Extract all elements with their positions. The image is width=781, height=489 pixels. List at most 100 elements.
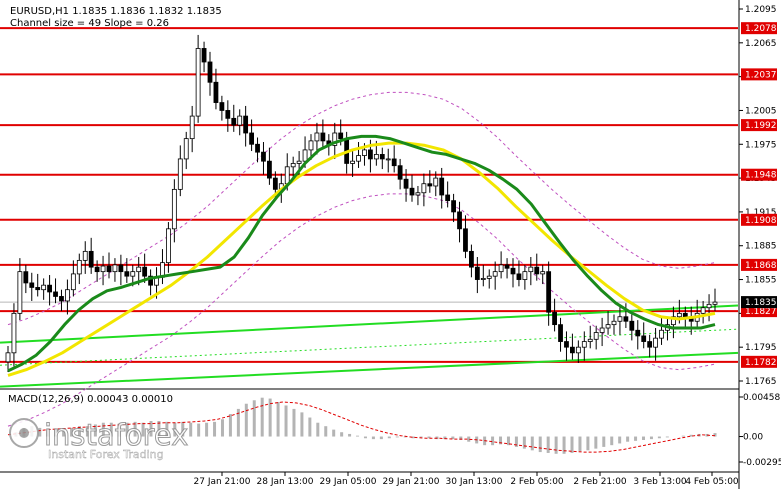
time-tick-label: 29 Jan 21:00 — [383, 477, 440, 487]
candle-body — [700, 307, 706, 314]
price-tick-label: 1.1765 — [745, 377, 777, 387]
candle-body — [118, 264, 124, 273]
candle-body — [498, 264, 504, 273]
candle-body — [671, 316, 676, 326]
candle-body — [427, 183, 433, 187]
candle-body — [201, 48, 207, 63]
candle-body — [712, 301, 718, 305]
level-label-bg — [741, 305, 777, 318]
price-tick-label: 1.1915 — [745, 208, 777, 218]
candle-body — [124, 271, 130, 277]
channel-line: Channel size = 49 Slope = 0.26 — [10, 18, 169, 29]
candle-body — [23, 271, 29, 284]
time-tick-label: 27 Jan 21:00 — [194, 477, 251, 487]
candle-body — [29, 282, 35, 288]
candle-body — [338, 132, 344, 140]
macd-label: MACD(12,26,9) 0.00043 0.00010 — [8, 394, 173, 405]
watermark: instaforex Instant Forex Trading — [9, 418, 189, 461]
candle-body — [88, 250, 94, 268]
candle-body — [581, 341, 587, 348]
candle-body — [213, 81, 219, 103]
candle-body — [65, 289, 70, 302]
candlesticks — [5, 34, 718, 372]
level-label-bg — [741, 355, 777, 368]
candle-body — [552, 311, 557, 326]
candle-body — [308, 140, 314, 151]
candle-body — [510, 267, 516, 275]
candle-body — [249, 132, 254, 145]
candle-body — [445, 194, 451, 202]
macd-panel: 0.00458 0.00 -0.00295 — [7, 393, 781, 468]
candle-body — [451, 200, 456, 213]
level-label-bg — [741, 213, 777, 226]
candle-body — [284, 166, 290, 185]
candle-body — [82, 250, 88, 261]
candle-body — [219, 102, 225, 111]
candle-body — [314, 132, 320, 142]
candle-body — [296, 160, 302, 164]
candle-body — [599, 327, 605, 333]
brand-name: instaforex — [44, 418, 188, 452]
channel-lower-line — [0, 351, 739, 388]
candle-body — [486, 275, 492, 279]
time-tick-label: 30 Jan 13:00 — [446, 477, 503, 487]
candle-body — [403, 178, 409, 189]
candle-body — [136, 266, 142, 273]
level-label: 1.1908 — [745, 216, 777, 226]
candle-body — [391, 158, 397, 167]
candle-body — [433, 177, 439, 187]
candle-body — [706, 303, 712, 309]
candle-body — [522, 271, 528, 280]
time-tick-label: 2 Feb 05:00 — [510, 477, 564, 487]
candle-body — [368, 149, 373, 160]
candle-body — [682, 312, 688, 318]
candle-body — [130, 271, 136, 277]
level-label: 1.1782 — [745, 358, 777, 368]
candle-body — [676, 312, 682, 318]
price-tick-label: 1.1885 — [745, 242, 777, 252]
candle-body — [255, 143, 260, 153]
candle-body — [106, 265, 112, 273]
candle-body — [570, 346, 575, 354]
candle-body — [35, 287, 41, 291]
candle-body — [142, 266, 148, 277]
candle-body — [617, 316, 623, 322]
candle-body — [653, 337, 658, 348]
channel-upper-line — [0, 304, 739, 344]
level-label-bg — [741, 168, 777, 181]
ma-slow-line — [7, 141, 716, 377]
candle-body — [528, 266, 534, 273]
candle-body — [207, 61, 213, 83]
candle-body — [641, 335, 647, 342]
candle-body — [237, 115, 243, 126]
candle-body — [47, 284, 52, 293]
candle-body — [629, 320, 635, 331]
candle-body — [350, 160, 355, 164]
candle-body — [59, 296, 64, 302]
time-axis-ticks: 27 Jan 21:00 28 Jan 13:00 29 Jan 05:00 29 J… — [194, 472, 739, 487]
current-price-bg — [741, 296, 777, 309]
candle-body — [457, 211, 462, 230]
candle-body — [183, 138, 189, 160]
candle-body — [320, 132, 326, 142]
candle-body — [623, 316, 629, 322]
candle-body — [659, 329, 664, 339]
candle-body — [70, 273, 76, 291]
level-label-bg — [741, 258, 777, 271]
candle-body — [409, 187, 415, 196]
candle-body — [564, 341, 569, 348]
candle-body — [5, 352, 11, 363]
candle-body — [362, 149, 367, 156]
macd-tick-label: 0.00 — [743, 433, 763, 443]
candle-body — [397, 165, 403, 180]
price-tick-label: 1.2095 — [745, 5, 777, 15]
level-label: 1.1868 — [745, 261, 777, 271]
price-tick-label: 1.2065 — [745, 39, 777, 49]
candle-body — [189, 115, 195, 140]
level-label-bg — [741, 119, 777, 132]
candle-body — [11, 312, 17, 354]
candle-body — [605, 324, 611, 329]
level-label-bg — [741, 68, 777, 81]
level-labels: 1.2078 1.2037 1.1992 1.1948 1.1908 1.1868 1.18… — [741, 22, 777, 368]
candle-body — [379, 154, 385, 160]
